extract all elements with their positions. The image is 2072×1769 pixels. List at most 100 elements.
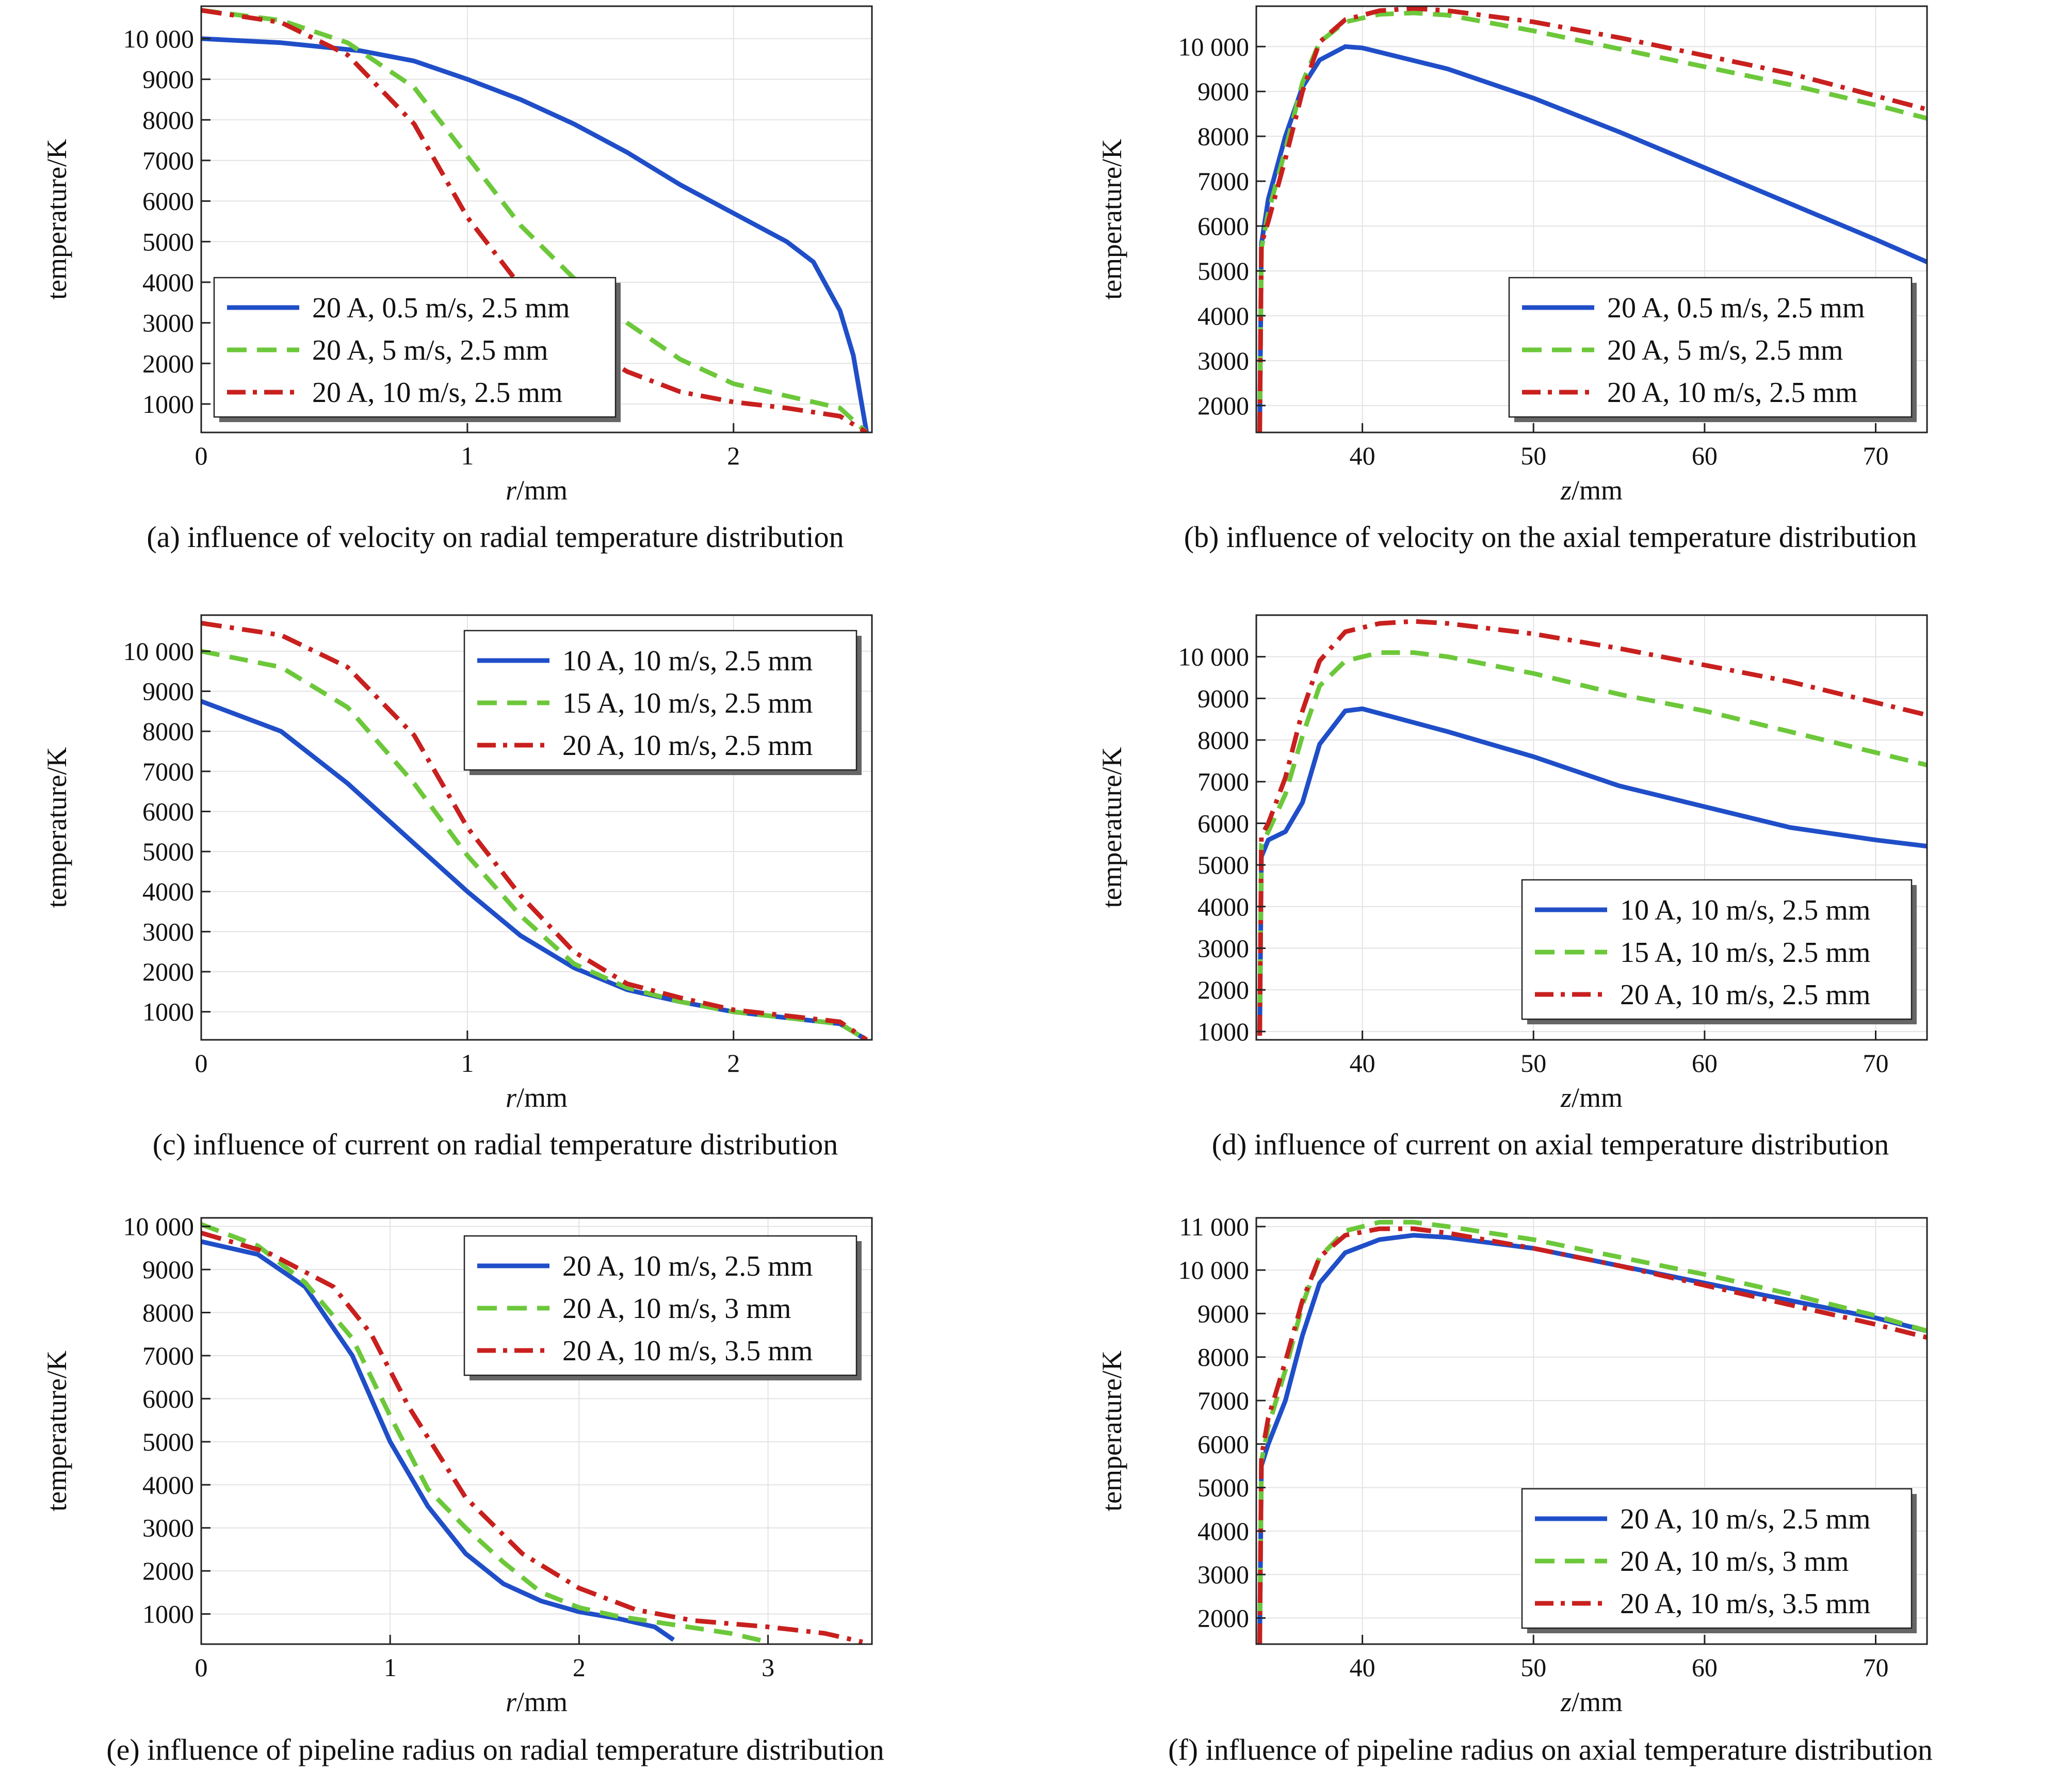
y-tick-label: 6000 [1197, 809, 1249, 838]
x-axis-label: r/mm [506, 1082, 568, 1113]
legend-label-2: 15 A, 10 m/s, 2.5 mm [1620, 937, 1870, 969]
y-tick-label: 5000 [142, 837, 194, 866]
y-tick-label: 8000 [142, 1298, 194, 1327]
y-tick-label: 3000 [142, 917, 194, 946]
y-tick-label: 2000 [142, 349, 194, 378]
legend-label-1: 20 A, 10 m/s, 2.5 mm [562, 1250, 813, 1282]
y-tick-label: 4000 [1197, 1517, 1249, 1546]
y-tick-label: 8000 [1197, 726, 1249, 754]
chart-panel-b: 2000 3000 4000 5000 6000 7000 8000 9000 10 000 40… [1096, 5, 1928, 554]
legend-label-1: 20 A, 0.5 m/s, 2.5 mm [1607, 292, 1865, 324]
legend-label-2: 20 A, 5 m/s, 2.5 mm [312, 334, 548, 366]
chart-panel-f: 2000 3000 4000 5000 6000 7000 8000 9000 10 000 11… [1096, 1212, 1933, 1766]
y-tick-label: 9000 [142, 677, 194, 706]
legend-label-3: 20 A, 10 m/s, 2.5 mm [1607, 377, 1857, 409]
y-tick-label: 6000 [142, 1384, 194, 1413]
x-tick-label: 2 [727, 1049, 740, 1078]
y-axis-label: temperature/K [1096, 139, 1127, 300]
y-tick-label: 10 000 [1178, 642, 1250, 671]
plot-frame [1255, 614, 1928, 1041]
y-tick-label: 6000 [1197, 212, 1249, 240]
x-tick-label: 50 [1520, 1653, 1546, 1682]
legend-label-1: 10 A, 10 m/s, 2.5 mm [1620, 894, 1870, 926]
y-tick-label: 11 000 [1179, 1212, 1249, 1241]
series-line-2 [201, 1222, 769, 1644]
series-line-1 [1257, 706, 1927, 1036]
series-line-2 [1257, 650, 1927, 1036]
chart-panel-c: 1000 2000 3000 4000 5000 6000 7000 8000 9000 10 0… [41, 614, 873, 1161]
legend: 20 A, 0.5 m/s, 2.5 mm 20 A, 5 m/s, 2.5 mm… [1508, 277, 1917, 422]
y-tick-label: 9000 [142, 65, 194, 94]
y-tick-label: 6000 [142, 187, 194, 216]
plot-frame [200, 5, 873, 433]
y-tick-label: 4000 [1197, 301, 1249, 330]
y-tick-label: 2000 [142, 1556, 194, 1585]
legend-label-3: 20 A, 10 m/s, 3.5 mm [1620, 1588, 1870, 1620]
legend-label-2: 15 A, 10 m/s, 2.5 mm [562, 687, 813, 719]
y-tick-label: 7000 [1197, 1386, 1249, 1415]
x-axis-label: z/mm [1560, 1686, 1623, 1717]
x-tick-label: 70 [1863, 1653, 1889, 1682]
legend-label-1: 20 A, 0.5 m/s, 2.5 mm [312, 292, 570, 324]
plot-frame [1255, 5, 1928, 433]
plot-frame [200, 614, 873, 1041]
series-line-3 [201, 1230, 863, 1644]
y-tick-label: 1000 [142, 998, 194, 1026]
y-tick-label: 5000 [1197, 850, 1249, 879]
y-tick-label: 8000 [1197, 1343, 1249, 1372]
x-axis-label: r/mm [506, 475, 568, 506]
chart-panel-a: 1000 2000 3000 4000 5000 6000 7000 8000 9000 10 0… [41, 5, 873, 554]
y-tick-label: 5000 [142, 227, 194, 256]
y-tick-label: 5000 [1197, 1473, 1249, 1502]
series-line-2 [1257, 1219, 1927, 1644]
x-tick-label: 0 [195, 441, 208, 470]
x-tick-label: 1 [461, 1049, 474, 1078]
x-tick-label: 40 [1350, 441, 1375, 470]
legend: 20 A, 10 m/s, 2.5 mm 20 A, 10 m/s, 3 mm 20… [463, 1235, 862, 1380]
y-tick-label: 3000 [1197, 346, 1249, 375]
x-tick-label: 2 [727, 441, 740, 470]
y-tick-label: 2000 [1197, 1603, 1249, 1632]
panel-caption: (c) influence of current on radial tempe… [153, 1128, 838, 1161]
x-tick-label: 70 [1863, 1049, 1889, 1078]
y-tick-label: 8000 [142, 717, 194, 746]
legend: 10 A, 10 m/s, 2.5 mm 15 A, 10 m/s, 2.5 mm… [463, 630, 862, 775]
y-axis-label: temperature/K [41, 1350, 72, 1511]
y-tick-label: 5000 [1197, 256, 1249, 285]
y-tick-label: 10 000 [1178, 1256, 1250, 1284]
x-axis-label: r/mm [506, 1686, 568, 1717]
series-line-1 [201, 36, 869, 432]
legend-label-3: 20 A, 10 m/s, 3.5 mm [562, 1335, 813, 1367]
legend-label-3: 20 A, 10 m/s, 2.5 mm [1620, 979, 1870, 1011]
panel-caption: (e) influence of pipeline radius on radi… [106, 1733, 884, 1766]
y-tick-label: 10 000 [123, 1212, 195, 1241]
y-tick-label: 10 000 [123, 24, 195, 53]
y-axis-label: temperature/K [41, 139, 72, 300]
legend-label-2: 20 A, 10 m/s, 3 mm [562, 1293, 791, 1325]
x-tick-label: 40 [1350, 1653, 1375, 1682]
y-tick-label: 4000 [142, 877, 194, 906]
series-line-3 [1257, 619, 1927, 1036]
x-tick-label: 60 [1692, 441, 1718, 470]
x-tick-label: 0 [195, 1653, 208, 1682]
y-axis-label: temperature/K [41, 747, 72, 908]
series-line-2 [1257, 10, 1927, 432]
legend: 10 A, 10 m/s, 2.5 mm 15 A, 10 m/s, 2.5 mm… [1521, 879, 1917, 1024]
series-line-3 [1257, 1226, 1927, 1644]
x-tick-label: 50 [1520, 1049, 1546, 1078]
x-tick-label: 70 [1863, 441, 1889, 470]
chart-panel-e: 1000 2000 3000 4000 5000 6000 7000 8000 9000 10 0… [41, 1212, 884, 1766]
x-tick-label: 60 [1692, 1049, 1718, 1078]
x-tick-label: 0 [195, 1049, 208, 1078]
y-tick-label: 10 000 [123, 637, 195, 666]
legend: 20 A, 0.5 m/s, 2.5 mm 20 A, 5 m/s, 2.5 mm… [213, 277, 621, 422]
y-tick-label: 7000 [142, 146, 194, 175]
y-tick-label: 2000 [1197, 391, 1249, 420]
series-line-3 [201, 8, 868, 432]
y-tick-label: 4000 [142, 1470, 194, 1499]
y-axis-label: temperature/K [1096, 1350, 1127, 1511]
panel-caption: (b) influence of velocity on the axial t… [1184, 520, 1917, 554]
legend: 20 A, 10 m/s, 2.5 mm 20 A, 10 m/s, 3 mm 20… [1521, 1488, 1917, 1633]
y-tick-label: 7000 [142, 757, 194, 786]
